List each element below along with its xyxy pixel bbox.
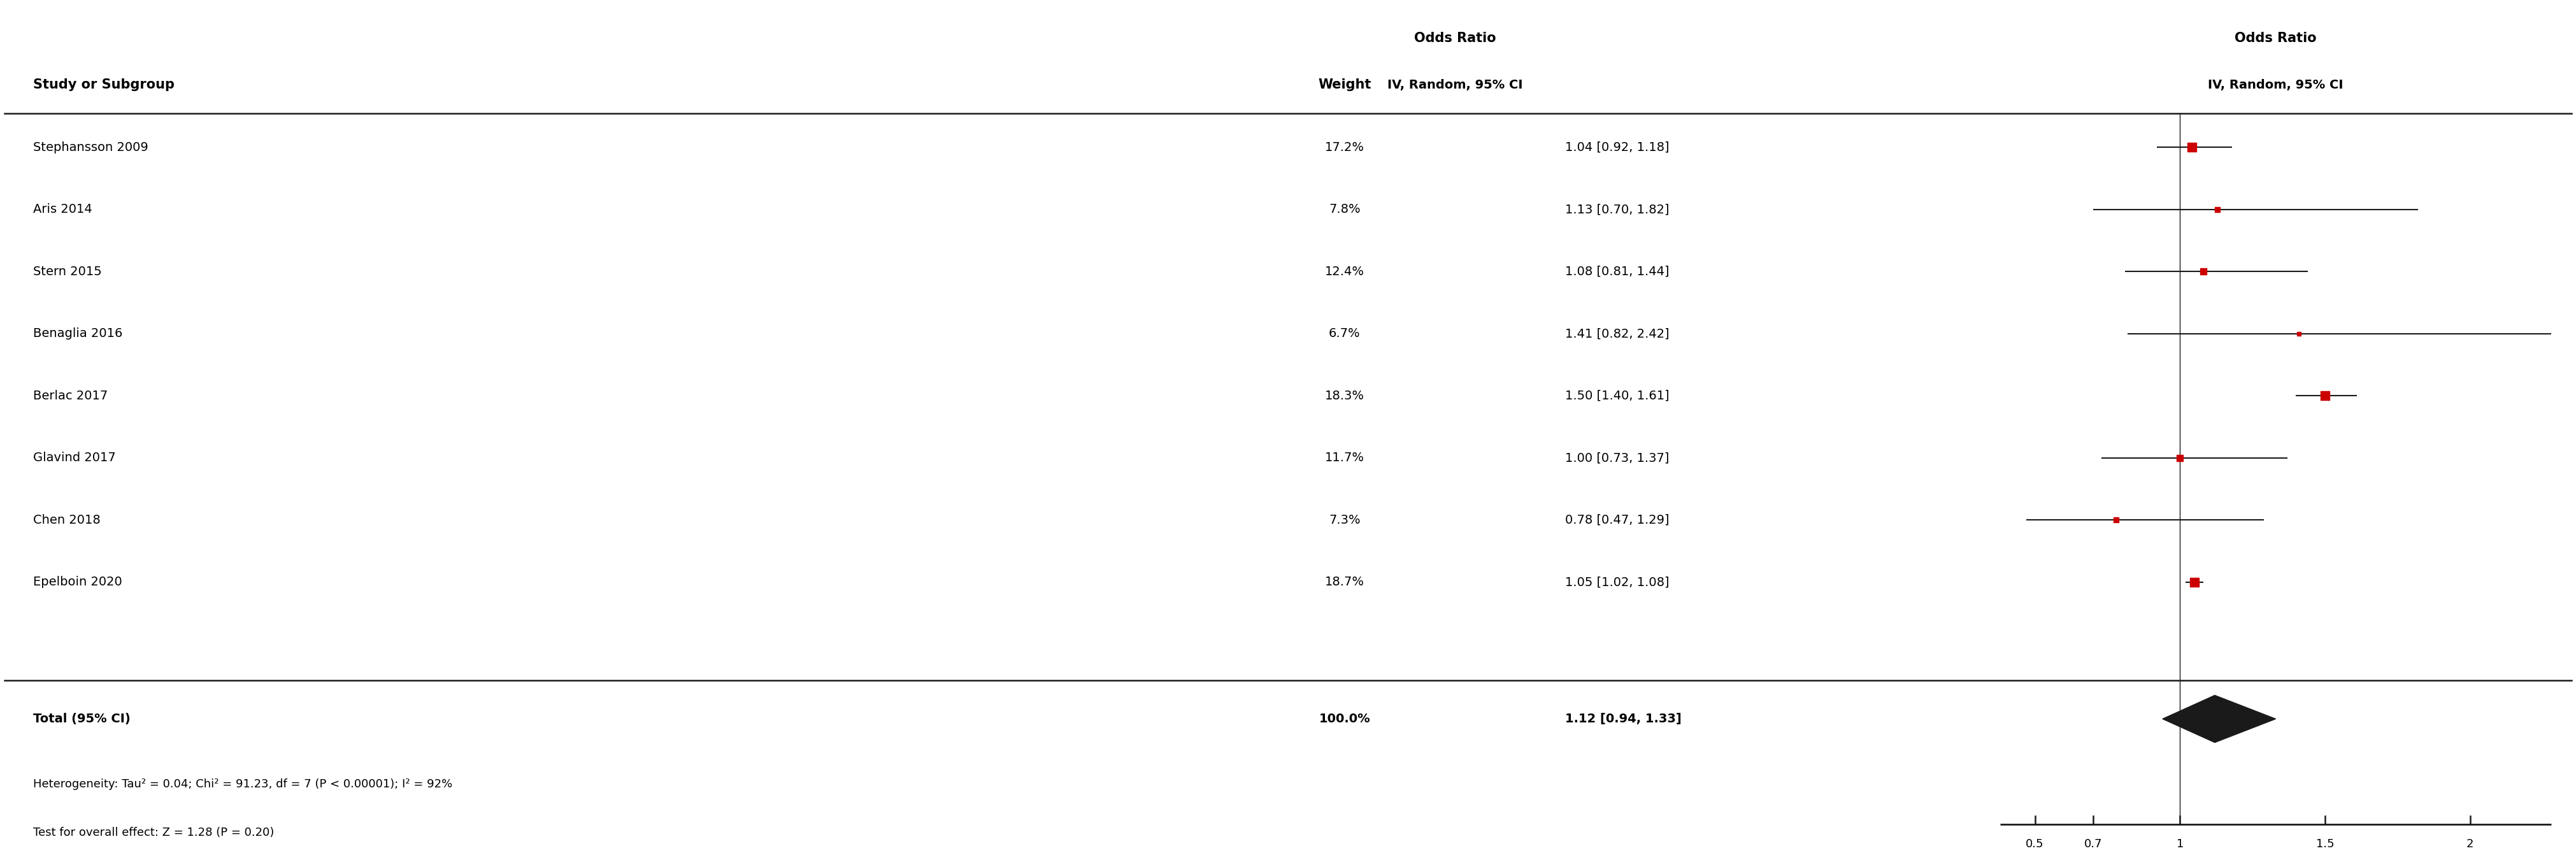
Text: 0.7: 0.7 bbox=[2084, 838, 2102, 850]
Text: Stephansson 2009: Stephansson 2009 bbox=[33, 141, 149, 153]
Text: Total (95% CI): Total (95% CI) bbox=[33, 713, 131, 725]
Text: 6.7%: 6.7% bbox=[1329, 328, 1360, 340]
Text: 1.04 [0.92, 1.18]: 1.04 [0.92, 1.18] bbox=[1566, 141, 1669, 153]
Text: 1.05 [1.02, 1.08]: 1.05 [1.02, 1.08] bbox=[1566, 576, 1669, 588]
Text: Weight: Weight bbox=[1319, 78, 1370, 91]
Text: Chen 2018: Chen 2018 bbox=[33, 514, 100, 526]
Text: 1.08 [0.81, 1.44]: 1.08 [0.81, 1.44] bbox=[1566, 266, 1669, 278]
Text: 1.50 [1.40, 1.61]: 1.50 [1.40, 1.61] bbox=[1566, 390, 1669, 402]
Text: Study or Subgroup: Study or Subgroup bbox=[33, 78, 175, 91]
Text: Benaglia 2016: Benaglia 2016 bbox=[33, 328, 124, 340]
Text: 0.78 [0.47, 1.29]: 0.78 [0.47, 1.29] bbox=[1566, 514, 1669, 526]
Text: 7.8%: 7.8% bbox=[1329, 204, 1360, 216]
Text: 17.2%: 17.2% bbox=[1324, 141, 1365, 153]
Text: Heterogeneity: Tau² = 0.04; Chi² = 91.23, df = 7 (P < 0.00001); I² = 92%: Heterogeneity: Tau² = 0.04; Chi² = 91.23… bbox=[33, 778, 453, 789]
Text: 1: 1 bbox=[2177, 838, 2184, 850]
Text: 1.12 [0.94, 1.33]: 1.12 [0.94, 1.33] bbox=[1566, 713, 1682, 725]
Polygon shape bbox=[2164, 695, 2275, 742]
Text: 2: 2 bbox=[2465, 838, 2473, 850]
Text: Test for overall effect: Z = 1.28 (P = 0.20): Test for overall effect: Z = 1.28 (P = 0… bbox=[33, 826, 276, 838]
Text: 1.00 [0.73, 1.37]: 1.00 [0.73, 1.37] bbox=[1566, 452, 1669, 464]
Text: 18.3%: 18.3% bbox=[1324, 390, 1365, 402]
Text: 1.5: 1.5 bbox=[2316, 838, 2334, 850]
Text: 100.0%: 100.0% bbox=[1319, 713, 1370, 725]
Text: IV, Random, 95% CI: IV, Random, 95% CI bbox=[1386, 79, 1522, 91]
Text: Stern 2015: Stern 2015 bbox=[33, 266, 103, 278]
Text: Odds Ratio: Odds Ratio bbox=[2236, 32, 2316, 45]
Text: Epelboin 2020: Epelboin 2020 bbox=[33, 576, 124, 588]
Text: Aris 2014: Aris 2014 bbox=[33, 204, 93, 216]
Text: 1.13 [0.70, 1.82]: 1.13 [0.70, 1.82] bbox=[1566, 204, 1669, 216]
Text: IV, Random, 95% CI: IV, Random, 95% CI bbox=[2208, 79, 2344, 91]
Text: 1.41 [0.82, 2.42]: 1.41 [0.82, 2.42] bbox=[1566, 328, 1669, 340]
Text: Glavind 2017: Glavind 2017 bbox=[33, 452, 116, 464]
Text: 7.3%: 7.3% bbox=[1329, 514, 1360, 526]
Text: 18.7%: 18.7% bbox=[1324, 576, 1365, 588]
Text: 11.7%: 11.7% bbox=[1324, 452, 1365, 464]
Text: Berlac 2017: Berlac 2017 bbox=[33, 390, 108, 402]
Text: 12.4%: 12.4% bbox=[1324, 266, 1365, 278]
Text: 0.5: 0.5 bbox=[2025, 838, 2043, 850]
Text: Odds Ratio: Odds Ratio bbox=[1414, 32, 1497, 45]
